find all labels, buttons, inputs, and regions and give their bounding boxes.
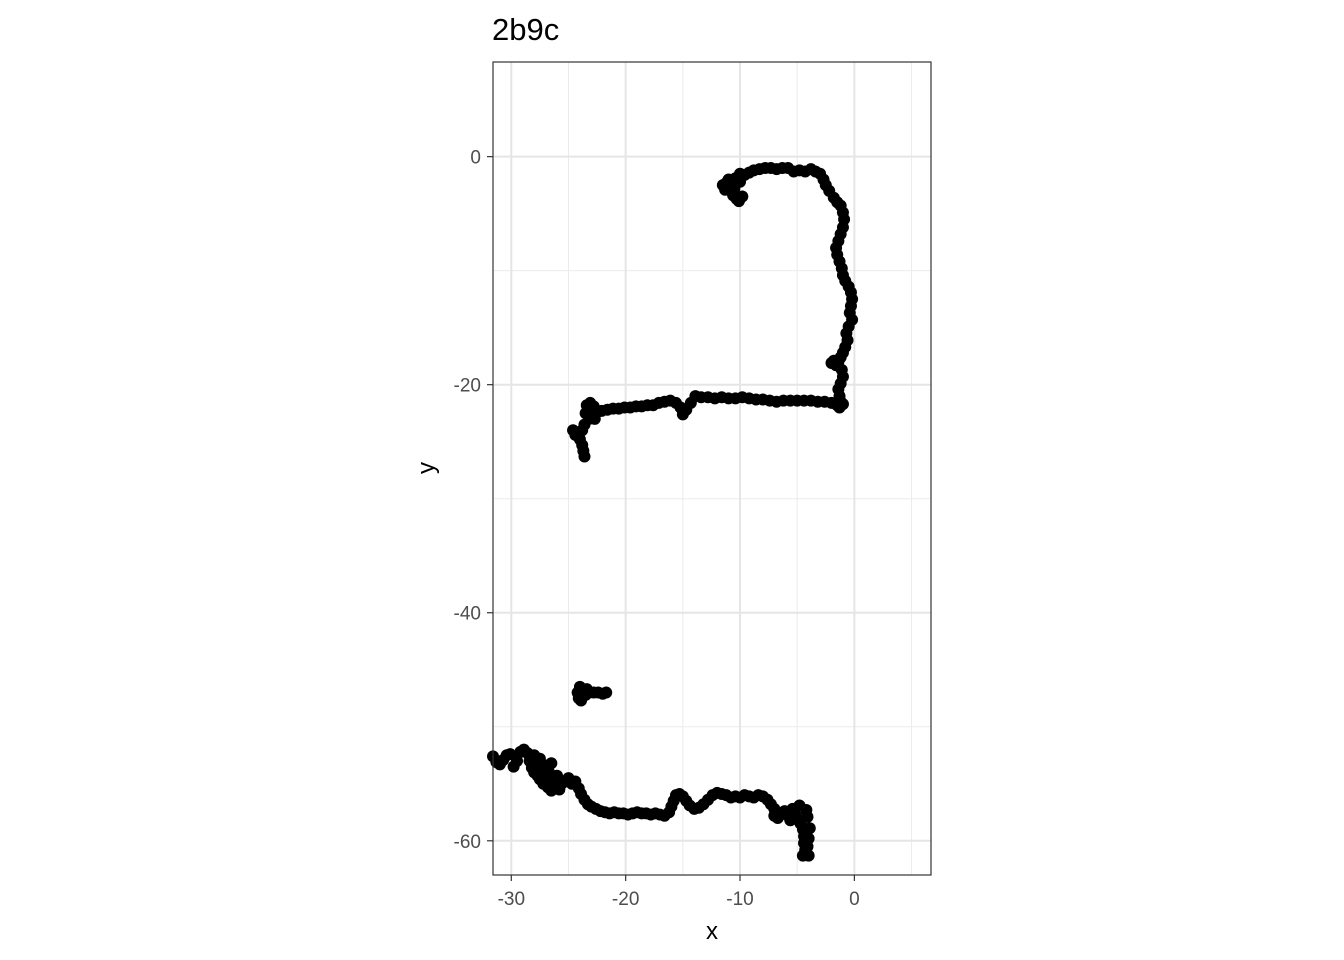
x-tick-label-2: -10	[726, 889, 753, 910]
data-point-0-145	[511, 754, 524, 767]
data-point-0-137	[600, 686, 613, 699]
data-point-0-125	[578, 450, 591, 463]
data-point-0-241	[803, 822, 816, 835]
data-point-0-70	[836, 398, 849, 411]
data-points	[487, 162, 859, 862]
y-axis-title: y	[413, 462, 440, 474]
y-tick-label-2: -40	[454, 604, 481, 625]
y-tick-label-3: -60	[454, 832, 481, 853]
y-tick-label-1: -20	[454, 376, 481, 397]
x-tick-label-0: -30	[498, 889, 525, 910]
data-point-0-131	[575, 694, 588, 707]
data-point-0-238	[802, 849, 815, 862]
major-gridlines	[493, 62, 931, 875]
minor-gridlines	[493, 62, 931, 875]
plot-panel-border	[492, 61, 932, 876]
x-tick-label-1: -20	[612, 889, 639, 910]
x-axis-title: x	[706, 918, 718, 945]
data-point-0-13	[736, 190, 749, 203]
data-point-0-121	[567, 424, 580, 437]
chart-title: 2b9c	[492, 12, 559, 47]
y-axis-ticks: 0 -20 -40 -60	[454, 148, 493, 853]
data-point-0-240	[802, 832, 815, 845]
x-axis-ticks: -30 -20 -10 0	[498, 875, 860, 910]
data-point-0-164	[545, 757, 558, 770]
data-point-0-243	[800, 804, 813, 817]
data-point-0-116	[588, 412, 601, 425]
x-tick-label-3: 0	[849, 889, 860, 910]
y-tick-label-0: 0	[470, 148, 481, 169]
plot-panel	[493, 62, 931, 875]
